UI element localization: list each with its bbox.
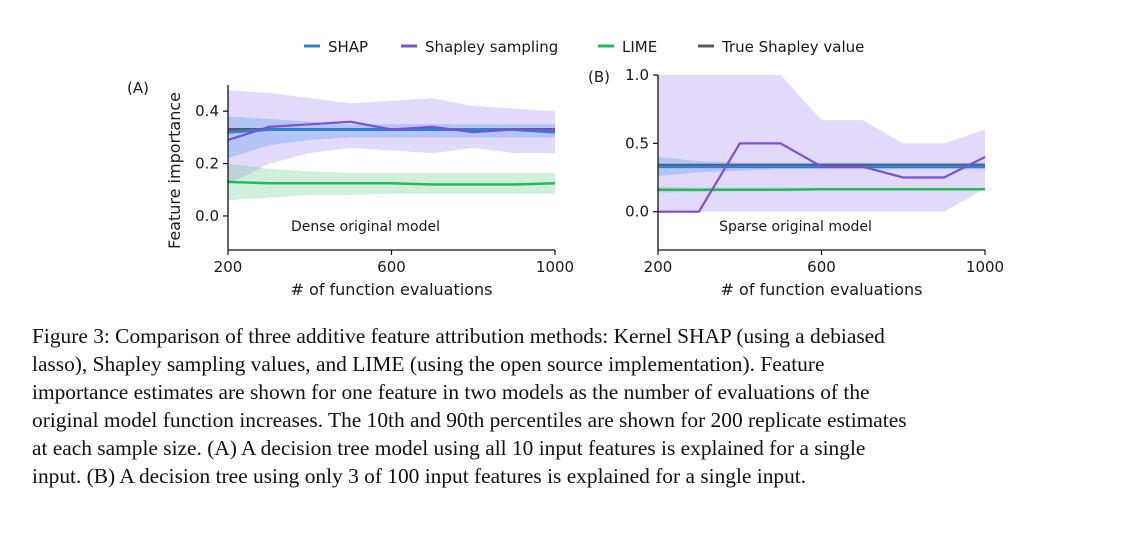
- legend-label-lime: LIME: [622, 38, 657, 56]
- y-tick-label: 1.0: [625, 66, 649, 84]
- caption-line: original model function increases. The 1…: [32, 408, 907, 432]
- y-tick-label: 0.4: [195, 102, 219, 120]
- y-tick-label: 0.5: [625, 134, 649, 152]
- caption-line: input. (B) A decision tree using only 3 …: [32, 464, 807, 488]
- panel-annotation: Sparse original model: [719, 219, 872, 235]
- x-tick-label: 200: [644, 258, 673, 276]
- panel-a: 0.0 0.2 0.4 200 600 1000 (A) Dense original mod…: [127, 79, 574, 299]
- caption-line: at each sample size. (A) A decision tree…: [32, 436, 866, 460]
- x-tick-label: 600: [377, 258, 406, 276]
- x-tick-label: 1000: [536, 258, 574, 276]
- y-tick-label: 0.0: [195, 207, 219, 225]
- line-lime: [658, 187, 985, 192]
- caption-line: lasso), Shapley sampling values, and LIM…: [32, 352, 825, 376]
- y-tick-label: 0.0: [625, 203, 649, 221]
- legend-label-true-shapley-value: True Shapley value: [721, 38, 864, 56]
- band-lime: [228, 163, 555, 201]
- x-axis-label: # of function evaluations: [291, 280, 493, 299]
- panel-label: (A): [127, 79, 149, 97]
- caption-line: Figure 3: Comparison of three additive f…: [32, 324, 885, 348]
- panel-b: 0.0 0.5 1.0 200 600 1000 (B) Sparse original mo…: [588, 66, 1004, 299]
- legend-label-shapley-sampling: Shapley sampling: [425, 38, 558, 56]
- figure: SHAP Shapley sampling LIME True Shapley val…: [127, 38, 1004, 299]
- y-axis-label: Feature importance: [165, 92, 184, 249]
- line-lime: [227, 180, 556, 186]
- line-shapley-sampling: [227, 120, 555, 142]
- panel-label: (B): [588, 68, 610, 86]
- x-tick-label: 600: [807, 258, 836, 276]
- legend: SHAP Shapley sampling LIME True Shapley val…: [304, 38, 864, 56]
- x-tick-label: 1000: [966, 258, 1004, 276]
- caption-line: importance estimates are shown for one f…: [32, 380, 870, 404]
- band-shap: [228, 116, 555, 159]
- x-axis-label: # of function evaluations: [721, 280, 923, 299]
- line-shapley-sampling: [658, 142, 986, 213]
- panel-annotation: Dense original model: [291, 219, 440, 235]
- legend-label-shap: SHAP: [328, 38, 368, 56]
- y-tick-label: 0.2: [195, 155, 219, 173]
- figure-caption: Figure 3: Comparison of three additive f…: [32, 322, 1098, 490]
- band-shapley-sampling: [228, 90, 555, 185]
- x-tick-label: 200: [214, 258, 243, 276]
